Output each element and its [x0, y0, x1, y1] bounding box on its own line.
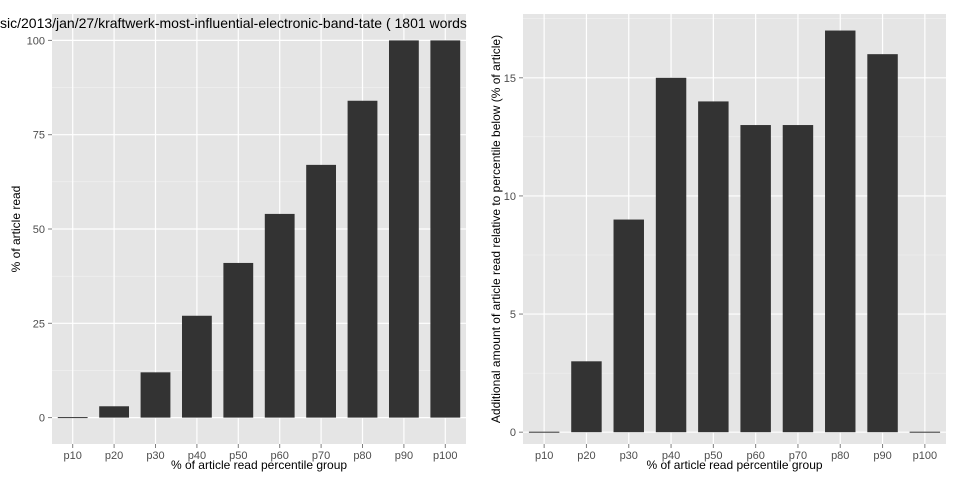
bar-p10 — [528, 431, 560, 433]
chart-title: sic/2013/jan/27/kraftwerk-most-influenti… — [0, 15, 467, 31]
y-axis-title: Additional amount of article read relati… — [489, 35, 503, 423]
bar-p80 — [347, 100, 378, 418]
y-tick-label: 0 — [39, 413, 45, 425]
x-tick-label: p80 — [353, 450, 371, 462]
bar-p30 — [140, 372, 171, 418]
x-tick-label: p30 — [620, 450, 638, 462]
y-axis-title: % of article read — [9, 186, 23, 273]
y-tick-label: 5 — [510, 309, 516, 321]
x-tick-label: p10 — [535, 450, 553, 462]
bar-p40 — [655, 77, 687, 433]
bar-p20 — [99, 406, 130, 418]
bar-p40 — [181, 315, 212, 418]
x-tick-label: p70 — [789, 450, 807, 462]
x-tick-label: p90 — [395, 450, 413, 462]
bar-p60 — [740, 125, 771, 433]
x-tick-label: p60 — [746, 450, 764, 462]
chart-panel-2: 0 5 10 15 p10 p20 p30 p40 p50 p60 p70 p80 p90 p100 % o… — [489, 14, 946, 472]
bar-p70 — [306, 164, 337, 418]
bar-p50 — [223, 262, 254, 418]
chart-panel-1: 0 25 50 75 100 p10 p20 p30 p40 p50 p60 p70 p80 p90 p10… — [0, 14, 467, 472]
bar-p100 — [430, 40, 461, 418]
x-tick-label: p40 — [662, 450, 680, 462]
x-tick-label: p60 — [271, 450, 289, 462]
x-tick-label: p100 — [433, 450, 457, 462]
bar-p90 — [867, 54, 898, 433]
y-tick-label: 75 — [33, 130, 45, 142]
bar-p10 — [57, 417, 88, 419]
bar-p50 — [698, 101, 729, 433]
bar-p90 — [388, 40, 419, 418]
bar-p20 — [571, 361, 602, 433]
x-tick-label: p30 — [146, 450, 164, 462]
x-tick-label: p100 — [913, 450, 937, 462]
x-tick-label: p90 — [873, 450, 891, 462]
y-tick-label: 25 — [33, 318, 45, 330]
bar-p60 — [264, 213, 295, 418]
x-axis-title: % of article read percentile group — [646, 458, 822, 472]
x-tick-label: p20 — [105, 450, 123, 462]
bar-p30 — [613, 219, 644, 433]
y-tick-label: 0 — [510, 427, 516, 439]
y-tick-label: 100 — [27, 35, 45, 47]
x-tick-label: p50 — [704, 450, 722, 462]
bar-p70 — [782, 125, 814, 433]
y-tick-label: 50 — [33, 224, 45, 236]
y-tick-label: 10 — [504, 191, 516, 203]
x-axis-title: % of article read percentile group — [171, 458, 347, 472]
x-tick-label: p10 — [64, 450, 82, 462]
x-tick-label: p20 — [577, 450, 595, 462]
bar-p80 — [825, 30, 856, 433]
y-tick-label: 15 — [504, 73, 516, 85]
x-tick-label: p80 — [831, 450, 849, 462]
bar-p100 — [909, 431, 941, 433]
x-tick-label: p50 — [229, 450, 247, 462]
x-tick-label: p70 — [312, 450, 330, 462]
x-tick-label: p40 — [188, 450, 206, 462]
